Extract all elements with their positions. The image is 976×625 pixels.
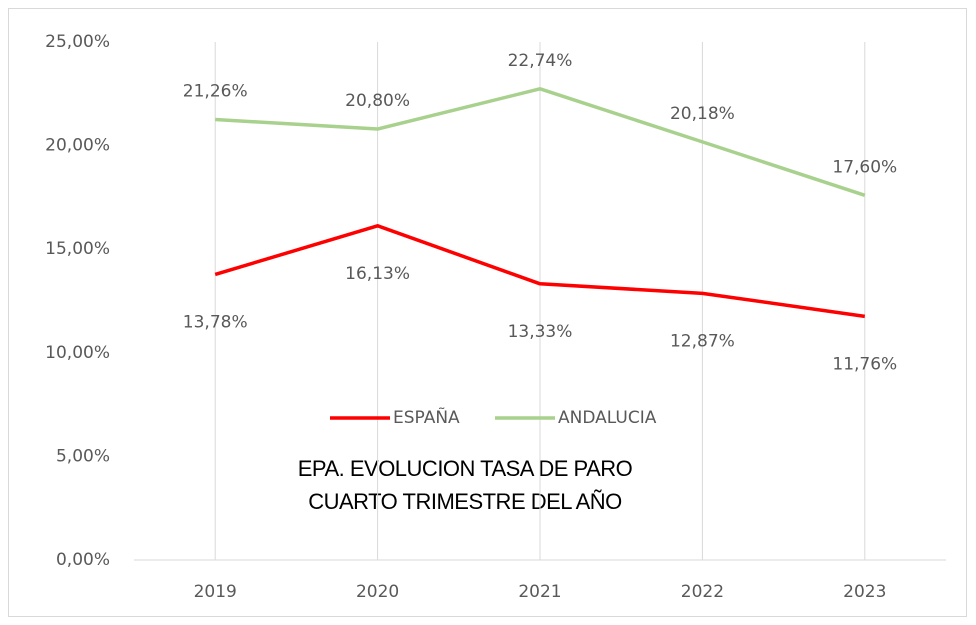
data-label: 21,26% xyxy=(183,81,248,101)
y-tick-label: 25,00% xyxy=(45,32,110,52)
data-label: 22,74% xyxy=(508,51,573,71)
data-label: 17,60% xyxy=(832,157,897,177)
y-tick-label: 0,00% xyxy=(56,550,110,570)
data-label: 20,80% xyxy=(345,91,410,111)
y-tick-label: 20,00% xyxy=(45,136,110,156)
legend-label: ANDALUCIA xyxy=(558,408,657,428)
chart-title: EPA. EVOLUCION TASA DE PARO xyxy=(298,456,633,481)
data-label: 11,76% xyxy=(832,354,897,374)
chart-subtitle: CUARTO TRIMESTRE DEL AÑO xyxy=(308,489,622,514)
x-tick-label: 2019 xyxy=(194,582,237,602)
data-label: 20,18% xyxy=(670,104,735,124)
x-tick-label: 2023 xyxy=(843,582,886,602)
x-tick-label: 2021 xyxy=(518,582,561,602)
y-tick-label: 5,00% xyxy=(56,446,110,466)
data-label: 13,33% xyxy=(508,322,573,342)
data-label: 13,78% xyxy=(183,312,248,332)
legend-label: ESPAÑA xyxy=(393,406,460,428)
data-label: 12,87% xyxy=(670,331,735,351)
y-tick-label: 10,00% xyxy=(45,343,110,363)
y-tick-label: 15,00% xyxy=(45,239,110,259)
series-line xyxy=(215,87,866,197)
x-tick-label: 2020 xyxy=(356,582,399,602)
data-label: 16,13% xyxy=(345,264,410,284)
series-line xyxy=(214,224,866,319)
x-tick-label: 2022 xyxy=(681,582,724,602)
chart-frame xyxy=(8,8,967,617)
